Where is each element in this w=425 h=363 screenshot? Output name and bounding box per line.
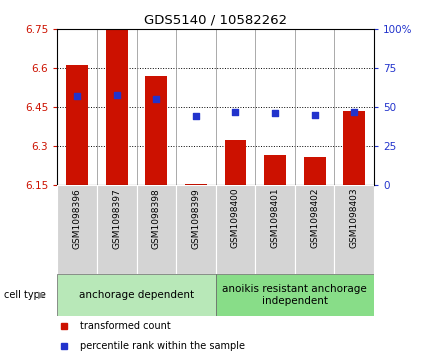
Text: GSM1098400: GSM1098400: [231, 188, 240, 248]
Bar: [334, 185, 374, 274]
Bar: [145, 76, 167, 185]
Text: GSM1098398: GSM1098398: [152, 188, 161, 249]
Text: GSM1098403: GSM1098403: [350, 188, 359, 248]
Bar: [224, 140, 246, 185]
Point: [193, 114, 199, 119]
Bar: [343, 111, 365, 185]
Title: GDS5140 / 10582262: GDS5140 / 10582262: [144, 13, 287, 26]
Point: [74, 93, 81, 99]
Text: anoikis resistant anchorage
independent: anoikis resistant anchorage independent: [222, 284, 367, 306]
Bar: [66, 65, 88, 185]
Text: ▶: ▶: [38, 290, 46, 300]
Bar: [215, 185, 255, 274]
Point: [272, 110, 278, 116]
Text: GSM1098401: GSM1098401: [271, 188, 280, 248]
Bar: [57, 274, 215, 316]
Bar: [304, 156, 326, 185]
Bar: [106, 29, 128, 185]
Text: anchorage dependent: anchorage dependent: [79, 290, 194, 300]
Bar: [57, 185, 97, 274]
Bar: [136, 185, 176, 274]
Text: GSM1098399: GSM1098399: [191, 188, 201, 249]
Bar: [264, 155, 286, 185]
Bar: [215, 274, 374, 316]
Point: [113, 92, 120, 98]
Text: percentile rank within the sample: percentile rank within the sample: [79, 341, 244, 351]
Text: transformed count: transformed count: [79, 321, 170, 331]
Bar: [176, 185, 215, 274]
Text: GSM1098396: GSM1098396: [73, 188, 82, 249]
Text: cell type: cell type: [4, 290, 46, 300]
Text: GSM1098397: GSM1098397: [112, 188, 121, 249]
Bar: [97, 185, 136, 274]
Point: [351, 109, 357, 115]
Point: [311, 112, 318, 118]
Point: [153, 97, 160, 102]
Text: GSM1098402: GSM1098402: [310, 188, 319, 248]
Bar: [295, 185, 334, 274]
Point: [232, 109, 239, 115]
Bar: [255, 185, 295, 274]
Bar: [185, 184, 207, 185]
